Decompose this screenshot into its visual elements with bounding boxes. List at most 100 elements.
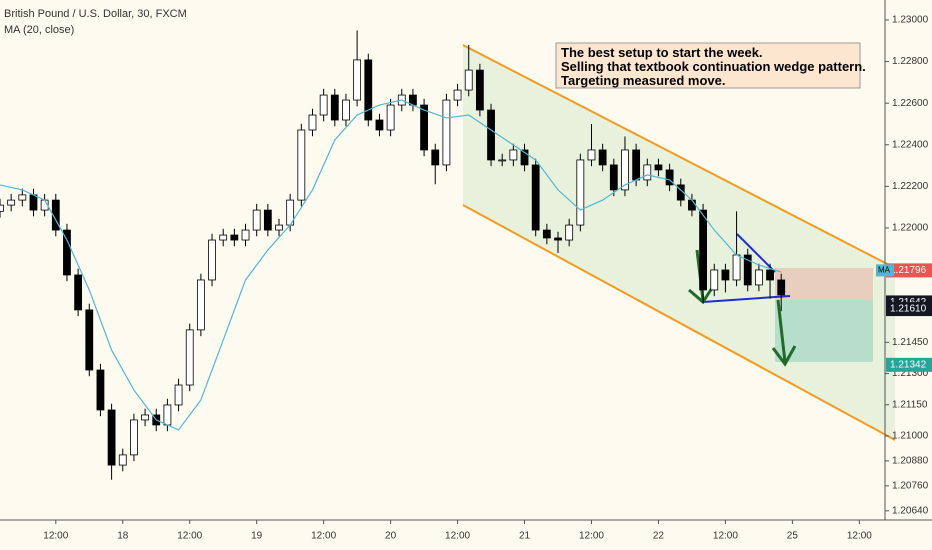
candle-body	[241, 229, 250, 241]
candle-body	[85, 309, 94, 371]
candle-body	[263, 209, 272, 231]
x-tick-label: 19	[251, 531, 263, 542]
channel-bottom	[462, 204, 896, 441]
arrow-right	[771, 299, 797, 367]
price-tag	[886, 302, 932, 317]
candle-body	[576, 159, 585, 226]
note-line: Targeting measured move.	[561, 73, 725, 88]
x-tick-label: 18	[117, 531, 129, 542]
candle-body	[185, 329, 194, 386]
candle-body	[297, 129, 306, 201]
candle-body	[386, 104, 395, 131]
chart-title: British Pound / U.S. Dollar, 30, FXCM	[4, 8, 187, 20]
candle-body	[330, 94, 339, 121]
candle-body	[0, 204, 4, 212]
candle-body	[107, 409, 116, 466]
candle-body	[565, 224, 574, 241]
candle-body	[364, 59, 373, 121]
x-tick-label: 21	[519, 531, 531, 542]
candle-body	[130, 419, 138, 456]
candle-body	[554, 237, 562, 241]
price-tag-label: 1.21796	[890, 265, 927, 276]
x-tick-label: 25	[787, 531, 799, 542]
wedge-bottom	[702, 295, 791, 303]
x-tick-label: 12:00	[713, 531, 738, 542]
candle-body	[51, 199, 60, 231]
candle-body	[174, 384, 183, 406]
candle-body	[442, 99, 451, 166]
stop-zone	[775, 268, 873, 300]
x-tick-label: 12:00	[177, 531, 202, 542]
ma-line	[0, 99, 782, 431]
ma-tag-box	[876, 264, 894, 277]
note-box	[555, 42, 861, 89]
y-tick-label: 1.22000	[892, 223, 929, 234]
price-tag-label: 1.21610	[890, 304, 927, 315]
candle-body	[308, 114, 317, 131]
x-tick-label: 12:00	[43, 531, 68, 542]
candle-body	[96, 369, 105, 411]
candle-body	[520, 149, 529, 166]
candle-body	[196, 279, 205, 331]
candle-body	[29, 194, 38, 211]
candle-body	[18, 194, 27, 201]
x-tick-label: 12:00	[579, 531, 604, 542]
candle-body	[342, 99, 350, 121]
y-tick-label: 1.21450	[892, 337, 929, 348]
candle-body	[621, 149, 629, 191]
channel-top	[462, 44, 896, 269]
candle-body	[754, 269, 763, 286]
y-tick-label: 1.22600	[892, 98, 929, 109]
candle-body	[475, 69, 484, 111]
candle-body	[464, 69, 473, 91]
y-tick-label: 1.22200	[892, 181, 929, 192]
candle-body	[688, 199, 696, 211]
y-tick-label: 1.21300	[892, 368, 929, 379]
candle-body	[699, 209, 707, 291]
y-tick-label: 1.22400	[892, 139, 929, 150]
candle-body	[230, 234, 239, 241]
ma-tag: MA	[878, 266, 891, 275]
y-tick-label: 1.21150	[892, 399, 928, 410]
candle-body	[275, 224, 283, 231]
candle-body	[587, 149, 596, 161]
candle-body	[375, 119, 384, 131]
price-tag	[886, 357, 932, 372]
candle-body	[542, 229, 551, 239]
note-line: The best setup to start the week.	[561, 45, 763, 60]
wedge-top	[736, 233, 776, 273]
x-tick-label: 12:00	[847, 531, 872, 542]
candle-body	[219, 234, 228, 241]
candle-body	[598, 149, 607, 166]
candle-body	[654, 164, 663, 171]
candle-body	[208, 239, 216, 281]
candle-body	[453, 89, 462, 101]
candle-body	[498, 159, 507, 162]
candle-body	[487, 109, 495, 161]
x-tick-label: 22	[653, 531, 665, 542]
candle-body	[163, 404, 172, 426]
candle-body	[710, 269, 719, 291]
y-tick-label: 1.23000	[892, 15, 929, 26]
y-tick-label: 1.21000	[892, 431, 929, 442]
candle-body	[609, 164, 618, 191]
candle-body	[252, 209, 261, 231]
candle-body	[777, 279, 786, 296]
candle-body	[118, 454, 127, 466]
x-tick-label: 12:00	[311, 531, 336, 542]
candle-body	[420, 104, 428, 151]
candle-body	[63, 229, 71, 276]
channel-fill	[463, 45, 895, 440]
x-tick-label: 20	[385, 531, 397, 542]
candle-body	[766, 269, 774, 281]
candle-body	[431, 149, 440, 166]
indicator-label: MA (20, close)	[4, 24, 74, 36]
note-line: Selling that textbook continuation wedge…	[561, 59, 866, 74]
candle-body	[74, 274, 83, 311]
price-tag-label: 1.21342	[890, 359, 927, 370]
y-tick-label: 1.22800	[892, 56, 929, 67]
candle-body	[732, 254, 741, 281]
candle-body	[743, 254, 752, 286]
